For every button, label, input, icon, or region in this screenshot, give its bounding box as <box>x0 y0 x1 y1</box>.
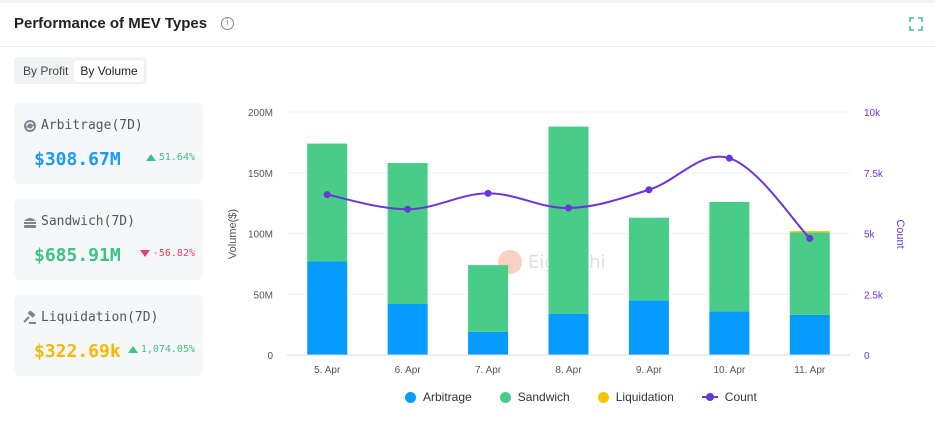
bar-sandwich <box>709 201 750 312</box>
bar-sandwich <box>548 126 589 314</box>
y2-tick-label: 5k <box>864 230 876 241</box>
arrow-up-icon <box>145 154 156 161</box>
legend-sandwich-label: Sandwich <box>517 390 570 404</box>
y-tick-label: 0 <box>267 351 273 362</box>
y2-tick-label: 7.5k <box>864 169 884 180</box>
count-point <box>645 186 653 194</box>
bar-sandwich <box>387 163 428 304</box>
arbitrage-swatch <box>405 391 416 403</box>
bar-arbitrage <box>709 311 750 355</box>
x-tick-label: 6. Apr <box>395 365 422 376</box>
liquidation-swatch <box>597 391 609 403</box>
legend-sandwich[interactable]: Sandwich <box>499 390 570 404</box>
bar-arbitrage <box>789 314 830 355</box>
legend-count[interactable]: Count <box>701 390 757 404</box>
liquidation-card: Liquidation(7D) $322.69k 1,074.05% <box>14 295 203 376</box>
bar-liquidation <box>789 231 830 233</box>
bar-sandwich <box>628 217 669 301</box>
liquidation-icon <box>23 310 36 324</box>
legend-arbitrage[interactable]: Arbitrage <box>405 390 472 404</box>
axes: 0 50M 100M 150M 200M 0 2.5k 5k 7.5k 10k Volume($) C… <box>227 108 906 376</box>
y2-tick-label: 10k <box>864 108 881 119</box>
x-tick-label: 11. Apr <box>794 365 826 376</box>
view-toggle: By Profit By Volume <box>14 57 147 84</box>
sandwich-change-value: -56.82% <box>152 248 195 259</box>
liquidation-change-value: 1,074.05% <box>140 344 195 355</box>
y2-tick-label: 0 <box>864 351 870 362</box>
y-tick-label: 200M <box>248 108 273 119</box>
y-tick-label: 50M <box>254 290 273 301</box>
expand-icon[interactable] <box>909 17 923 31</box>
x-tick-label: 5. Apr <box>314 365 341 376</box>
legend-liquidation[interactable]: Liquidation <box>597 390 674 404</box>
liquidation-change: 1,074.05% <box>127 344 195 355</box>
y-axis-title: Volume($) <box>227 209 239 259</box>
liquidation-value: $322.69k <box>34 341 121 362</box>
arbitrage-change-value: 51.64% <box>158 152 195 163</box>
arbitrage-icon <box>24 119 36 132</box>
legend: Arbitrage Sandwich Liquidation Count <box>405 390 757 404</box>
count-point <box>404 205 412 213</box>
y2-tick-label: 2.5k <box>864 290 884 301</box>
bar-arbitrage <box>548 313 589 355</box>
chart-header: Performance of MEV Types i <box>14 15 235 32</box>
bar-arbitrage <box>387 303 428 355</box>
bars <box>307 126 830 355</box>
liquidation-label: Liquidation(7D) <box>41 310 159 325</box>
legend-arbitrage-label: Arbitrage <box>423 390 472 404</box>
count-line <box>323 154 814 242</box>
sandwich-swatch <box>499 391 511 403</box>
arrow-down-icon <box>139 250 150 257</box>
count-point <box>806 234 814 242</box>
count-point <box>484 189 492 197</box>
arbitrage-label: Arbitrage(7D) <box>41 118 143 133</box>
bar-arbitrage <box>307 261 348 355</box>
bar-arbitrage <box>628 300 669 355</box>
count-swatch <box>701 393 718 401</box>
bar-sandwich <box>789 232 830 315</box>
legend-liquidation-label: Liquidation <box>615 390 674 404</box>
bar-arbitrage <box>468 331 509 355</box>
x-tick-label: 10. Apr <box>714 365 746 376</box>
sandwich-change: -56.82% <box>139 248 195 259</box>
y2-axis-title: Count <box>894 219 906 248</box>
arbitrage-change: 51.64% <box>145 152 195 163</box>
y-tick-label: 100M <box>248 230 273 241</box>
legend-count-label: Count <box>724 390 757 404</box>
sandwich-card: Sandwich(7D) $685.91M -56.82% <box>14 199 203 280</box>
count-point <box>565 204 572 212</box>
arbitrage-card: Arbitrage(7D) $308.67M 51.64% <box>14 103 203 184</box>
y-tick-label: 150M <box>248 169 273 180</box>
arbitrage-value: $308.67M <box>34 149 121 170</box>
bar-sandwich <box>307 143 348 262</box>
by-volume-button[interactable]: By Volume <box>74 59 144 82</box>
arrow-up-icon <box>127 346 138 353</box>
header-divider <box>0 46 935 47</box>
sandwich-label: Sandwich(7D) <box>41 214 135 229</box>
x-tick-label: 8. Apr <box>555 365 582 376</box>
x-tick-label: 9. Apr <box>636 365 663 376</box>
bar-sandwich <box>468 265 509 332</box>
sandwich-icon <box>24 217 36 228</box>
info-icon[interactable]: i <box>221 17 235 30</box>
count-point <box>323 191 331 199</box>
page-title: Performance of MEV Types <box>14 15 208 32</box>
top-strip <box>0 0 935 3</box>
sandwich-value: $685.91M <box>34 245 121 266</box>
x-tick-label: 7. Apr <box>475 365 502 376</box>
by-profit-button[interactable]: By Profit <box>23 63 69 78</box>
count-point <box>725 154 733 162</box>
